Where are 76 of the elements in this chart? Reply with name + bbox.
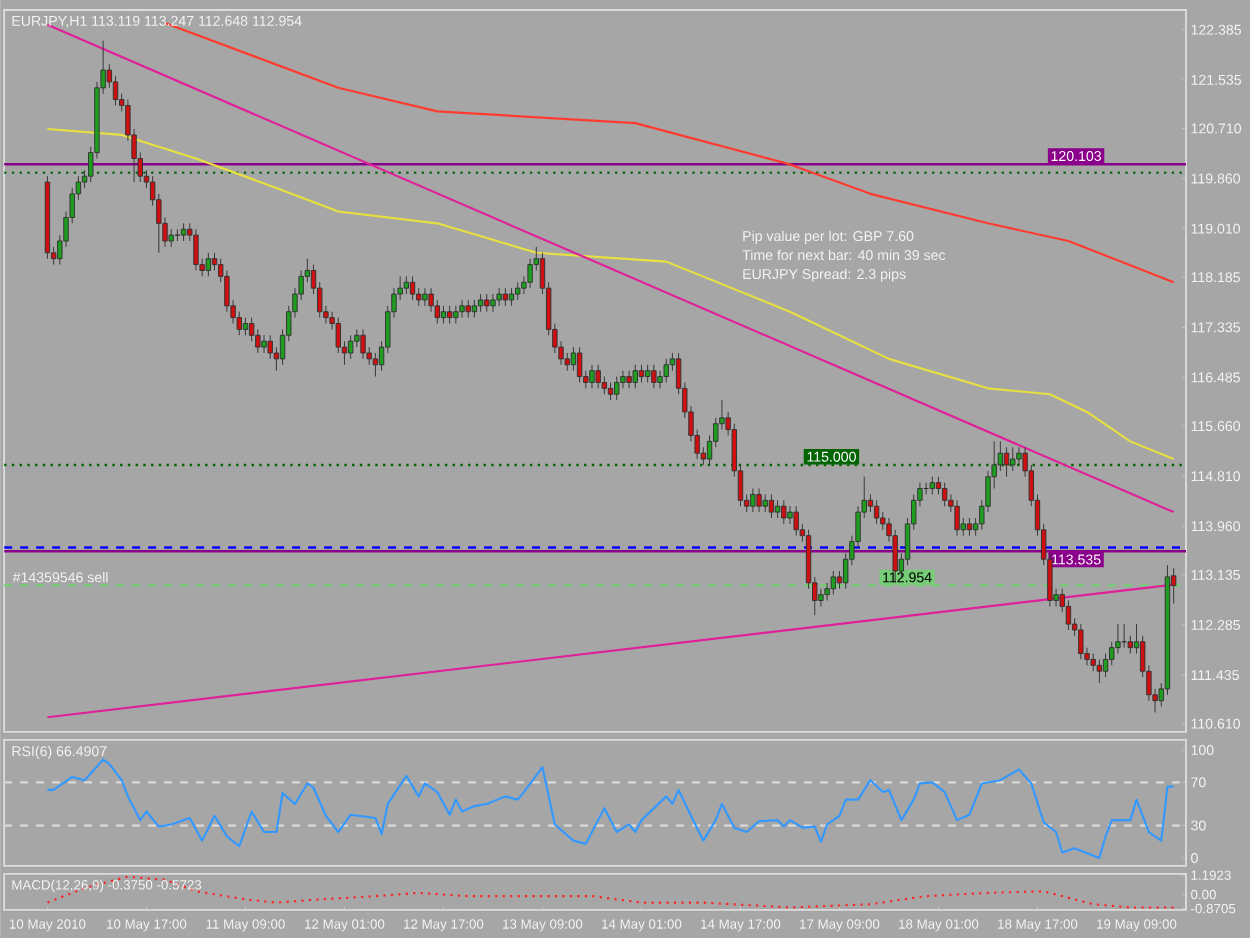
candlestick	[428, 287, 434, 313]
candlestick	[496, 287, 502, 307]
candlestick	[261, 334, 267, 354]
candlestick	[515, 281, 521, 301]
candlestick	[354, 328, 360, 348]
candlestick	[830, 570, 836, 595]
candlestick	[651, 364, 657, 389]
candlestick	[824, 582, 830, 601]
candlestick	[1164, 564, 1171, 696]
candlestick	[477, 293, 484, 313]
candlestick	[620, 370, 626, 389]
candlestick	[867, 493, 874, 513]
candlestick	[1090, 652, 1096, 672]
candlestick	[434, 299, 440, 324]
candlestick	[1096, 658, 1103, 684]
candlestick	[564, 352, 570, 372]
candlestick	[570, 346, 577, 372]
candlestick	[1010, 446, 1016, 472]
candlestick	[1016, 446, 1022, 466]
candlestick	[793, 505, 799, 537]
candlestick	[422, 287, 428, 307]
candlestick	[787, 505, 793, 525]
candlestick	[168, 228, 174, 248]
candlestick	[632, 364, 638, 389]
candlestick	[595, 364, 601, 389]
candlestick	[174, 228, 181, 242]
line-series	[46, 127, 1175, 460]
candlestick	[1065, 599, 1072, 631]
candlestick	[818, 588, 824, 607]
candlestick	[490, 293, 496, 313]
candlestick	[224, 269, 230, 313]
candlestick	[1115, 623, 1121, 654]
candlestick	[756, 487, 762, 513]
candlestick	[236, 311, 242, 336]
candlestick	[657, 370, 663, 389]
candlestick	[1003, 446, 1010, 478]
candlestick	[589, 364, 595, 389]
candlestick	[242, 317, 249, 336]
candlestick	[459, 299, 465, 318]
candlestick	[193, 228, 199, 271]
candlestick	[471, 299, 478, 318]
candlestick	[762, 493, 768, 513]
candlestick	[465, 299, 471, 318]
candlestick	[1109, 641, 1115, 666]
candlestick	[781, 499, 787, 525]
candlestick	[880, 511, 886, 531]
candlestick	[416, 287, 422, 307]
candlestick	[335, 317, 341, 354]
candlestick	[248, 317, 255, 342]
candlestick	[180, 222, 187, 242]
candlestick	[508, 287, 515, 307]
candlestick	[954, 499, 960, 537]
candlestick	[997, 440, 1004, 472]
candlestick	[527, 258, 533, 289]
candlestick	[1102, 652, 1109, 678]
candlestick	[453, 305, 459, 324]
candlestick	[750, 487, 756, 513]
candlestick	[372, 352, 379, 377]
candlestick	[267, 334, 273, 360]
candlestick	[873, 499, 880, 525]
candlestick	[255, 328, 261, 354]
candlestick	[440, 305, 447, 324]
candlestick	[44, 175, 51, 260]
candlestick	[941, 482, 948, 507]
candlestick	[1078, 623, 1084, 660]
candlestick	[205, 252, 212, 277]
candlestick	[484, 293, 490, 313]
candlestick	[403, 275, 410, 295]
candlestick	[347, 334, 354, 360]
candlestick	[774, 499, 781, 519]
candlestick	[626, 370, 632, 389]
candlestick	[768, 493, 775, 519]
candlestick	[360, 328, 366, 360]
candlestick	[966, 517, 973, 537]
candlestick	[502, 287, 509, 307]
candlestick	[446, 305, 453, 324]
